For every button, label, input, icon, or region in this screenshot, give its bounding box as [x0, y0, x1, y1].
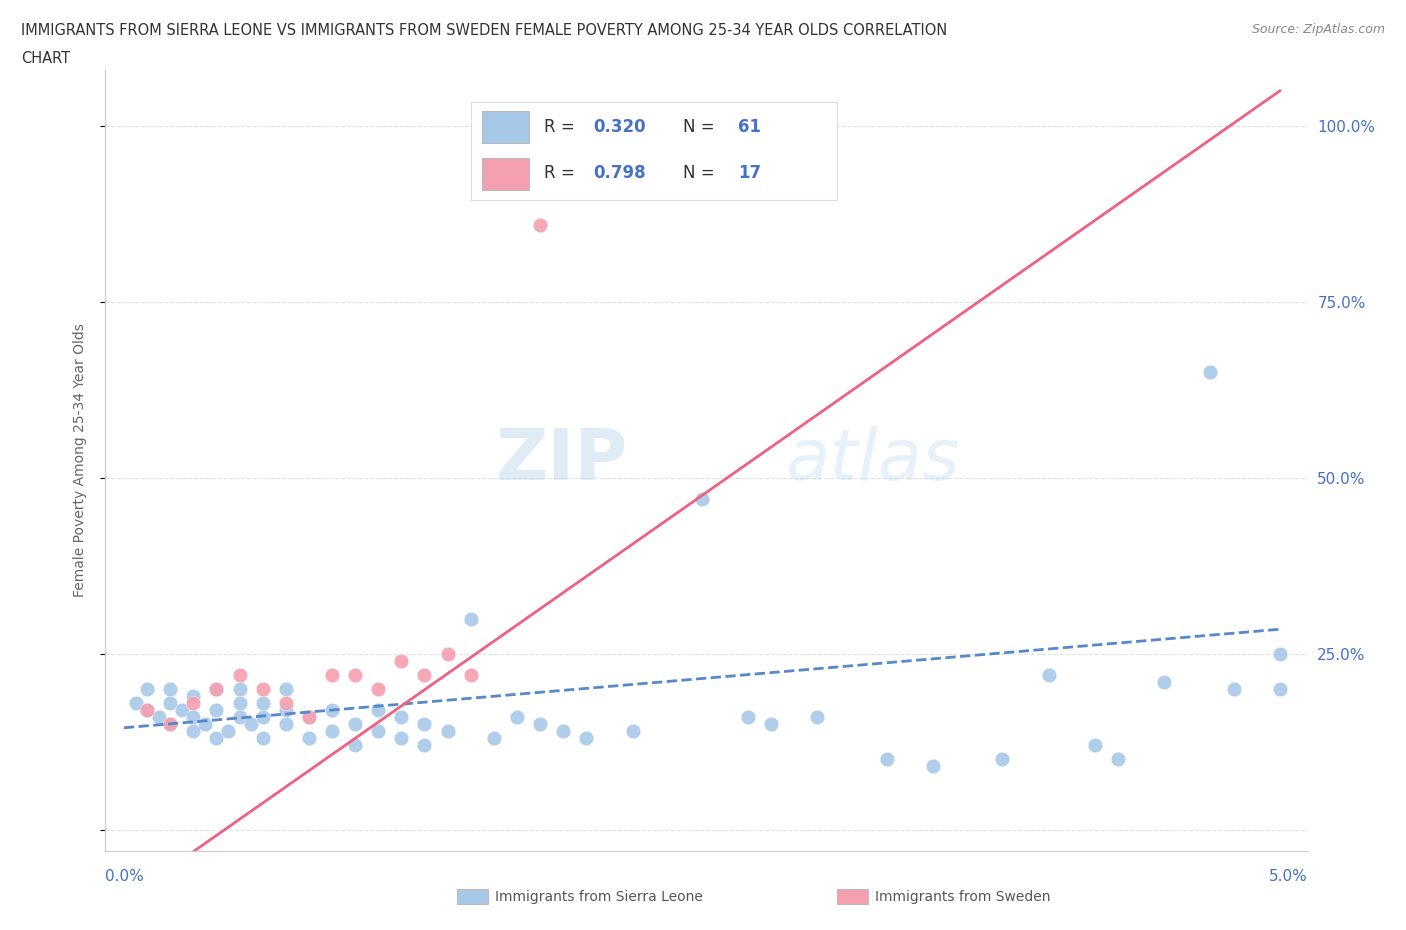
- Text: 61: 61: [738, 118, 761, 136]
- Point: [389, 654, 412, 669]
- Point: [367, 682, 389, 697]
- Point: [575, 731, 598, 746]
- Point: [621, 724, 644, 738]
- Point: [460, 611, 482, 626]
- Point: [321, 703, 343, 718]
- Text: Immigrants from Sierra Leone: Immigrants from Sierra Leone: [495, 889, 703, 904]
- Point: [159, 696, 181, 711]
- Point: [321, 724, 343, 738]
- Point: [298, 731, 321, 746]
- Point: [181, 724, 204, 738]
- Point: [228, 710, 250, 724]
- Point: [413, 668, 436, 683]
- Text: 17: 17: [738, 164, 761, 182]
- Point: [298, 710, 321, 724]
- Point: [321, 668, 343, 683]
- Text: 0.798: 0.798: [593, 164, 647, 182]
- Text: N =: N =: [683, 164, 720, 182]
- Point: [482, 731, 505, 746]
- Text: atlas: atlas: [785, 426, 959, 495]
- Text: 5.0%: 5.0%: [1268, 869, 1308, 883]
- Point: [136, 703, 159, 718]
- Point: [159, 682, 181, 697]
- Point: [389, 731, 412, 746]
- Point: [124, 696, 146, 711]
- Point: [181, 689, 204, 704]
- Point: [344, 737, 367, 752]
- Point: [506, 710, 529, 724]
- Point: [274, 717, 297, 732]
- Point: [181, 710, 204, 724]
- Point: [228, 682, 250, 697]
- Point: [205, 682, 228, 697]
- Point: [553, 724, 575, 738]
- Point: [413, 717, 436, 732]
- Point: [344, 668, 367, 683]
- Point: [194, 717, 217, 732]
- Text: CHART: CHART: [21, 51, 70, 66]
- Point: [1038, 668, 1060, 683]
- Point: [690, 492, 713, 507]
- Point: [529, 717, 551, 732]
- Point: [136, 682, 159, 697]
- Point: [436, 646, 458, 661]
- Point: [159, 717, 181, 732]
- Point: [922, 759, 945, 774]
- Point: [1268, 682, 1291, 697]
- Point: [876, 752, 898, 767]
- Point: [367, 724, 389, 738]
- Point: [344, 717, 367, 732]
- Text: IMMIGRANTS FROM SIERRA LEONE VS IMMIGRANTS FROM SWEDEN FEMALE POVERTY AMONG 25-3: IMMIGRANTS FROM SIERRA LEONE VS IMMIGRAN…: [21, 23, 948, 38]
- Text: Source: ZipAtlas.com: Source: ZipAtlas.com: [1251, 23, 1385, 36]
- Text: 0.0%: 0.0%: [105, 869, 145, 883]
- Point: [1153, 674, 1175, 689]
- Point: [274, 696, 297, 711]
- Y-axis label: Female Poverty Among 25-34 Year Olds: Female Poverty Among 25-34 Year Olds: [73, 324, 87, 597]
- Point: [436, 724, 458, 738]
- Text: R =: R =: [544, 118, 581, 136]
- Point: [991, 752, 1014, 767]
- Text: R =: R =: [544, 164, 581, 182]
- Point: [228, 668, 250, 683]
- Point: [205, 703, 228, 718]
- Point: [806, 710, 828, 724]
- Point: [1222, 682, 1244, 697]
- Point: [205, 682, 228, 697]
- Point: [205, 731, 228, 746]
- Point: [181, 696, 204, 711]
- Point: [159, 717, 181, 732]
- Point: [413, 737, 436, 752]
- Point: [298, 710, 321, 724]
- Point: [575, 153, 598, 168]
- FancyBboxPatch shape: [482, 158, 530, 191]
- Point: [367, 703, 389, 718]
- Point: [136, 703, 159, 718]
- Point: [240, 717, 263, 732]
- Point: [274, 682, 297, 697]
- FancyBboxPatch shape: [482, 111, 530, 143]
- Point: [148, 710, 170, 724]
- Point: [389, 710, 412, 724]
- Point: [761, 717, 783, 732]
- Point: [252, 731, 274, 746]
- Point: [228, 696, 250, 711]
- Point: [252, 682, 274, 697]
- Point: [1084, 737, 1107, 752]
- Point: [737, 710, 759, 724]
- Point: [1268, 646, 1291, 661]
- Point: [217, 724, 239, 738]
- Text: 0.320: 0.320: [593, 118, 647, 136]
- Point: [529, 217, 551, 232]
- Text: ZIP: ZIP: [496, 426, 628, 495]
- Text: N =: N =: [683, 118, 720, 136]
- Point: [170, 703, 193, 718]
- Point: [1107, 752, 1129, 767]
- Point: [460, 668, 482, 683]
- Text: Immigrants from Sweden: Immigrants from Sweden: [875, 889, 1050, 904]
- Point: [274, 703, 297, 718]
- Point: [252, 696, 274, 711]
- Point: [252, 710, 274, 724]
- Point: [1199, 365, 1222, 379]
